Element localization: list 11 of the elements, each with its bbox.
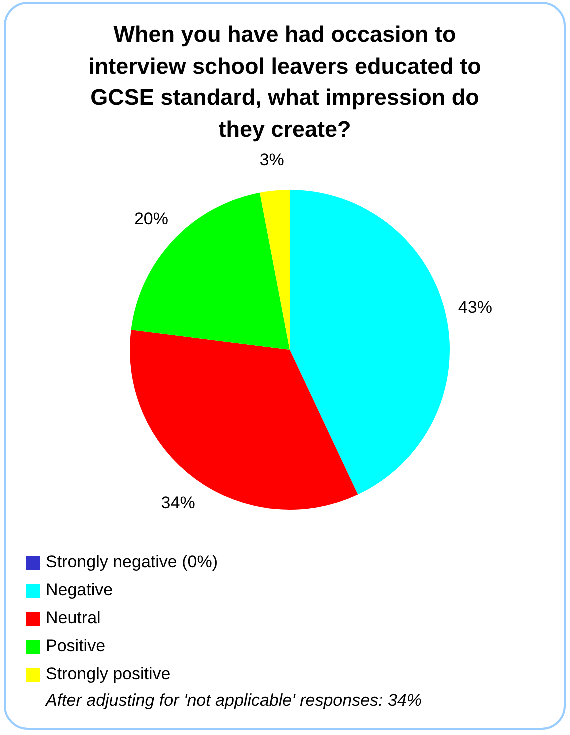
data-label: 34%: [161, 493, 196, 512]
legend-label: Positive: [46, 636, 106, 656]
legend-label: Strongly positive: [46, 664, 171, 684]
legend-label: Neutral: [46, 608, 101, 628]
data-label: 3%: [260, 150, 284, 170]
legend-label: Strongly negative (0%): [46, 552, 218, 572]
text: After adjusting for 'not applicable' responses: 34%: [46, 690, 422, 712]
data-label: 20%: [134, 210, 169, 229]
legend-label: Negative: [46, 580, 114, 600]
data-label: 43%: [458, 298, 492, 318]
chart-title: When you have had occasion to interview school leavers educated to GCSE standard, what impression do they create?: [88, 21, 482, 144]
